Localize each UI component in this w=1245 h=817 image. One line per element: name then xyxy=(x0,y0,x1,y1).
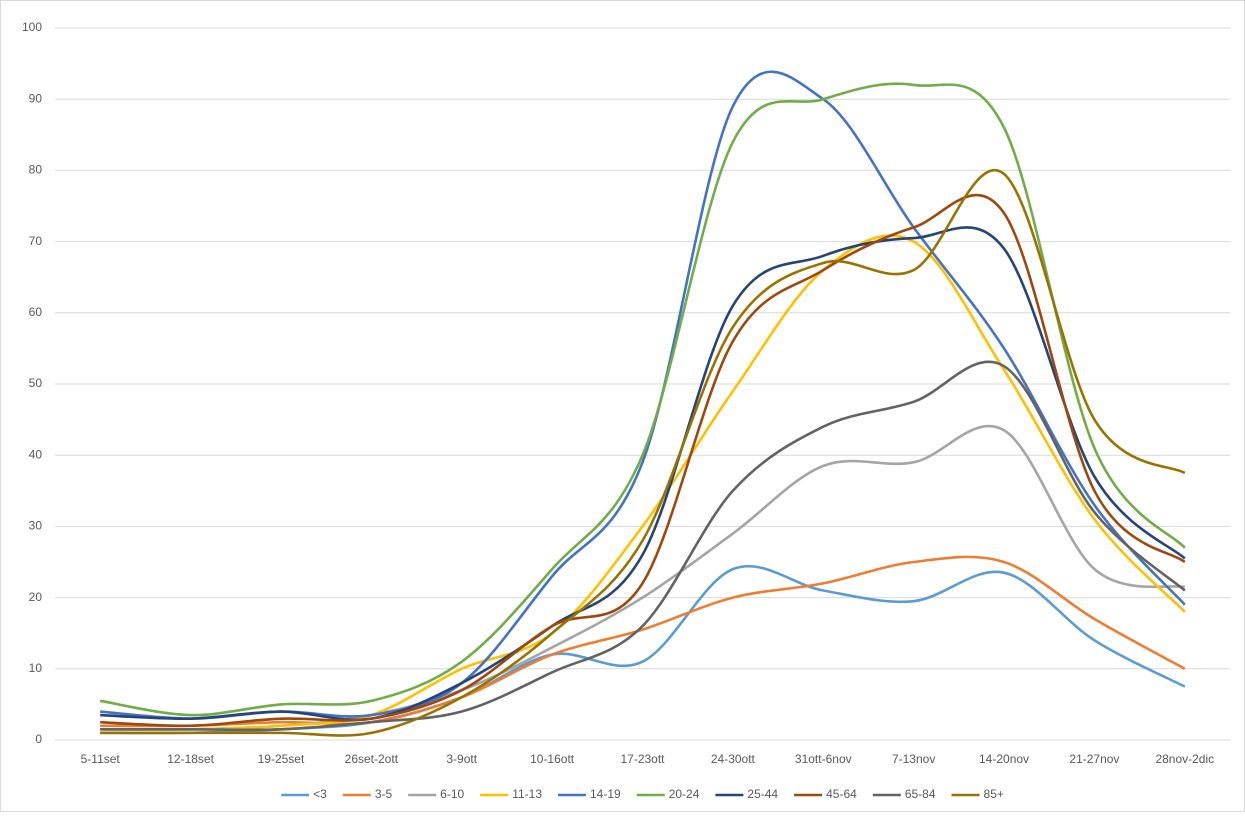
legend-label: 85+ xyxy=(984,787,1004,801)
x-tick-label: 7-13nov xyxy=(892,752,935,766)
x-tick-label: 5-11set xyxy=(81,752,121,766)
x-tick-label: 28nov-2dic xyxy=(1155,752,1214,766)
y-tick-label: 50 xyxy=(29,376,43,390)
series-line xyxy=(100,193,1186,728)
x-tick-label: 3-9ott xyxy=(446,752,477,766)
series-line xyxy=(100,70,1186,720)
legend-label: 25-44 xyxy=(747,787,778,801)
y-tick-label: 80 xyxy=(29,163,43,177)
legend-label: 3-5 xyxy=(375,787,393,801)
legend-label: 20-24 xyxy=(669,787,700,801)
legend-label: 14-19 xyxy=(590,787,621,801)
series-line xyxy=(100,234,1186,731)
y-tick-label: 10 xyxy=(29,661,43,675)
series-line xyxy=(100,169,1186,737)
legend-label: 6-10 xyxy=(440,787,464,801)
y-tick-label: 40 xyxy=(29,447,43,461)
x-tick-label: 21-27nov xyxy=(1069,752,1119,766)
x-tick-label: 26set-2ott xyxy=(345,752,399,766)
legend-label: 65-84 xyxy=(905,787,936,801)
x-tick-label: 31ott-6nov xyxy=(795,752,852,766)
x-tick-label: 14-20nov xyxy=(979,752,1029,766)
y-tick-label: 100 xyxy=(22,20,42,34)
legend-label: 11-13 xyxy=(512,787,542,801)
x-tick-label: 24-30ott xyxy=(711,752,756,766)
y-tick-label: 30 xyxy=(29,519,43,533)
series-line xyxy=(100,360,1186,732)
series-line xyxy=(99,82,1186,717)
legend-label: 45-64 xyxy=(826,787,857,801)
y-tick-label: 90 xyxy=(29,91,43,105)
x-tick-label: 17-23ott xyxy=(620,752,665,766)
x-tick-label: 12-18set xyxy=(167,752,214,766)
y-tick-label: 0 xyxy=(35,732,42,746)
y-tick-label: 60 xyxy=(29,305,43,319)
y-tick-label: 20 xyxy=(29,590,43,604)
y-tick-label: 70 xyxy=(29,234,43,248)
x-tick-label: 10-16ott xyxy=(530,752,575,766)
legend-label: <3 xyxy=(313,787,327,801)
series-line xyxy=(100,555,1186,728)
x-tick-label: 19-25set xyxy=(258,752,305,766)
